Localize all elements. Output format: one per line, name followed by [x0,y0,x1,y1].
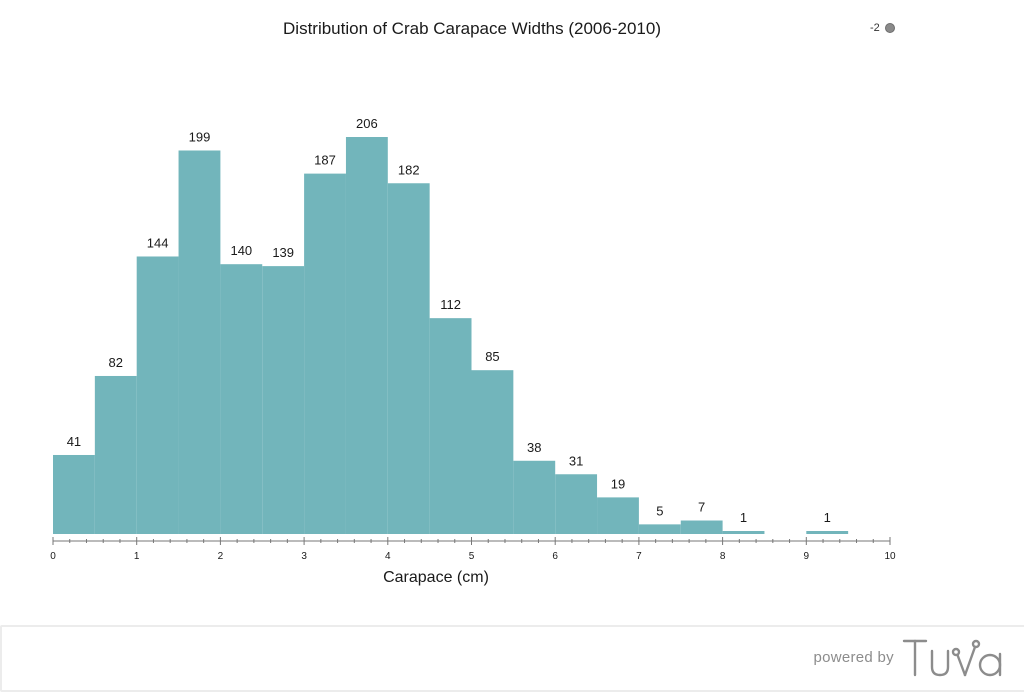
x-tick-label: 0 [50,551,56,562]
histogram-bar[interactable] [220,264,263,534]
x-axis-label: Carapace (cm) [383,569,489,586]
bar-value-label: 112 [440,297,461,312]
bar-value-label: 5 [656,503,663,518]
footer-bar: powered by [0,625,1024,692]
bar-value-label: 85 [485,349,499,364]
histogram-bar[interactable] [387,183,430,534]
bar-value-label: 140 [230,243,252,258]
chart-title: Distribution of Crab Carapace Widths (20… [283,19,661,38]
bar-value-label: 187 [314,153,336,168]
bar-labels-group: 41 82 144 199 140 139 187 206 182 112 85 38 31 19 5 7 1 1 [67,116,831,525]
histogram-bar[interactable] [136,256,179,534]
bar-value-label: 1 [740,510,747,525]
x-tick-label: 10 [884,551,896,562]
bar-value-label: 19 [611,476,625,491]
histogram-bar[interactable] [513,460,556,534]
histogram-bar[interactable] [304,173,346,534]
histogram-bar[interactable] [429,318,472,534]
x-tick-label: 1 [134,551,140,562]
x-tick-label: 8 [720,551,726,562]
legend-label: -2 [870,22,880,34]
histogram-bar[interactable] [53,454,95,534]
x-tick-label: 6 [552,551,558,562]
x-axis: 0 1 2 3 4 5 6 7 8 9 10 [50,537,896,562]
bars-group [53,137,849,534]
x-tick-label: 3 [301,551,307,562]
x-tick-label: 9 [804,551,810,562]
bar-value-label: 144 [147,235,169,250]
powered-by-text: powered by [813,649,894,666]
bar-value-label: 7 [698,500,705,515]
bar-value-label: 139 [272,245,294,260]
histogram-bar[interactable] [806,531,849,534]
histogram-bar[interactable] [178,150,221,534]
histogram-bar[interactable] [638,524,681,534]
bar-value-label: 31 [569,453,583,468]
bar-value-label: 206 [356,116,378,131]
bar-value-label: 199 [189,129,211,144]
x-tick-label: 2 [218,551,224,562]
histogram-bar[interactable] [722,531,765,534]
bar-value-label: 82 [109,355,123,370]
legend[interactable]: -2 [870,22,895,34]
histogram-bar[interactable] [555,474,598,534]
tuva-logo-icon[interactable] [902,635,1010,679]
bar-value-label: 182 [398,162,420,177]
histogram-bar[interactable] [94,375,137,534]
x-tick-label: 5 [469,551,475,562]
histogram-bar[interactable] [262,266,305,534]
histogram-bar[interactable] [680,520,723,534]
histogram-bar[interactable] [345,137,388,534]
bar-value-label: 1 [824,510,831,525]
histogram-bar[interactable] [471,370,514,534]
bar-value-label: 41 [67,434,81,449]
x-tick-label: 7 [636,551,642,562]
histogram-bar[interactable] [597,497,639,534]
bar-value-label: 38 [527,440,541,455]
legend-dot-icon[interactable] [884,23,895,33]
x-tick-label: 4 [385,551,391,562]
